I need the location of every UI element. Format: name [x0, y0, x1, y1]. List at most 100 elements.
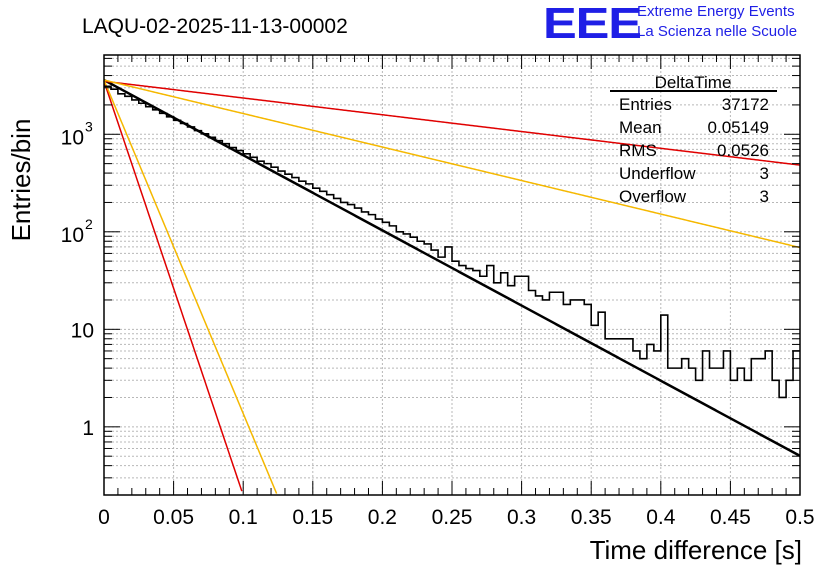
histogram-bin	[737, 368, 744, 495]
histogram-outline	[104, 85, 800, 399]
histogram-bin	[111, 89, 118, 495]
histogram-bin	[529, 291, 536, 495]
stats-row-label: RMS	[619, 141, 657, 160]
stats-row-value: 3	[760, 164, 769, 183]
histogram-bin	[682, 359, 689, 495]
histogram-bin	[299, 181, 306, 495]
histogram-bin	[591, 325, 598, 495]
histogram-bin	[403, 234, 410, 495]
eee-logo: EEE	[543, 0, 642, 48]
histogram-bars	[104, 85, 800, 495]
grid-lines	[104, 55, 800, 495]
histogram-bin	[153, 110, 160, 495]
histogram-bin	[668, 368, 675, 495]
histogram-bin	[160, 113, 167, 495]
histogram-bin	[570, 300, 577, 495]
histogram-bin	[730, 380, 737, 495]
histogram-bin	[285, 174, 292, 495]
histogram-bin	[194, 131, 201, 495]
histogram-bin	[710, 368, 717, 495]
x-tick-label: 0.35	[571, 506, 612, 529]
histogram-bin	[208, 137, 215, 495]
fit-curve-lower-limit	[103, 80, 243, 492]
axis-ticks	[103, 55, 801, 496]
x-tick-label: 0.25	[432, 506, 473, 529]
x-axis-label: Time difference [s]	[590, 535, 802, 565]
y-axis-label: Entries/bin	[6, 119, 36, 242]
histogram-bin	[765, 351, 772, 495]
histogram-bin	[438, 257, 445, 495]
histogram-bin	[431, 250, 438, 495]
histogram-bin	[278, 171, 285, 495]
histogram-bin	[584, 304, 591, 495]
histogram-bin	[723, 351, 730, 495]
histogram-bin	[466, 269, 473, 495]
histogram-bin	[125, 96, 132, 495]
histogram-bin	[362, 212, 369, 495]
stats-row-label: Overflow	[619, 187, 687, 206]
histogram-bin	[633, 351, 640, 495]
histogram-bin	[515, 276, 522, 495]
histogram-bin	[292, 178, 299, 495]
histogram-bin	[744, 380, 751, 495]
histogram-bin	[542, 300, 549, 495]
histogram-bin	[556, 292, 563, 495]
histogram-bin	[355, 208, 362, 495]
histogram-bin	[751, 359, 758, 495]
stats-row-value: 3	[760, 187, 769, 206]
y-tick-label: 10	[61, 126, 84, 149]
histogram-bin	[654, 351, 661, 495]
stats-row-value: 37172	[722, 95, 769, 114]
eee-tagline-2: La Scienza nelle Scuole	[637, 23, 798, 40]
histogram-bin	[508, 286, 515, 495]
histogram-bin	[167, 117, 174, 495]
histogram-bin	[696, 380, 703, 495]
histogram-bin	[243, 154, 250, 495]
histogram-bin	[341, 202, 348, 495]
histogram-bin	[327, 195, 334, 495]
x-tick-label: 0.05	[153, 506, 194, 529]
stats-box: DeltaTime Entries 37172 Mean 0.05149 RMS 0.05…	[610, 73, 777, 206]
histogram-bin	[758, 359, 765, 495]
histogram-bin	[320, 191, 327, 495]
histogram-bin	[229, 148, 236, 495]
fit-curve-exponential-fit	[103, 78, 801, 457]
fit-curve-upper-limit	[103, 80, 801, 166]
histogram-bin	[689, 368, 696, 495]
axis-labels: 0 0.05 0.1 0.15 0.2 0.25 0.3 0.35 0.4 0.45 0.5 1 10 1…	[61, 118, 815, 529]
histogram-bin	[174, 120, 181, 495]
histogram-bin	[786, 380, 793, 495]
fit-curves	[103, 78, 801, 494]
x-tick-label: 0.15	[292, 506, 333, 529]
y-tick-label: 10	[61, 224, 84, 247]
histogram-bin	[598, 312, 605, 495]
stats-row-label: Entries	[619, 95, 672, 114]
histogram-bin	[675, 368, 682, 495]
x-tick-label: 0.5	[785, 506, 814, 529]
histogram-bin	[480, 276, 487, 495]
histogram-bin	[577, 300, 584, 495]
y-tick-label: 10	[71, 319, 94, 342]
histogram-bin	[236, 151, 243, 495]
fit-curve-upper-band	[103, 79, 801, 249]
histogram-bin	[793, 351, 800, 495]
stats-row-label: Mean	[619, 118, 662, 137]
histogram-bin	[181, 123, 188, 495]
histogram-bin	[612, 339, 619, 495]
y-tick-label-exponent: 3	[85, 118, 93, 134]
histogram-bin	[104, 86, 111, 495]
histogram-bin	[264, 164, 271, 495]
stats-row-value: 0.05149	[708, 118, 769, 137]
histogram-bin	[501, 273, 508, 495]
histogram-bin	[222, 144, 229, 495]
y-tick-label: 1	[82, 417, 94, 440]
histogram-bin	[494, 283, 501, 495]
histogram-bin	[473, 271, 480, 495]
histogram-bin	[348, 205, 355, 495]
histogram-bin	[605, 339, 612, 495]
histogram-bin	[661, 315, 668, 495]
histogram-bin	[626, 339, 633, 495]
fit-curve-lower-band	[103, 79, 278, 494]
histogram-bin	[146, 107, 153, 495]
